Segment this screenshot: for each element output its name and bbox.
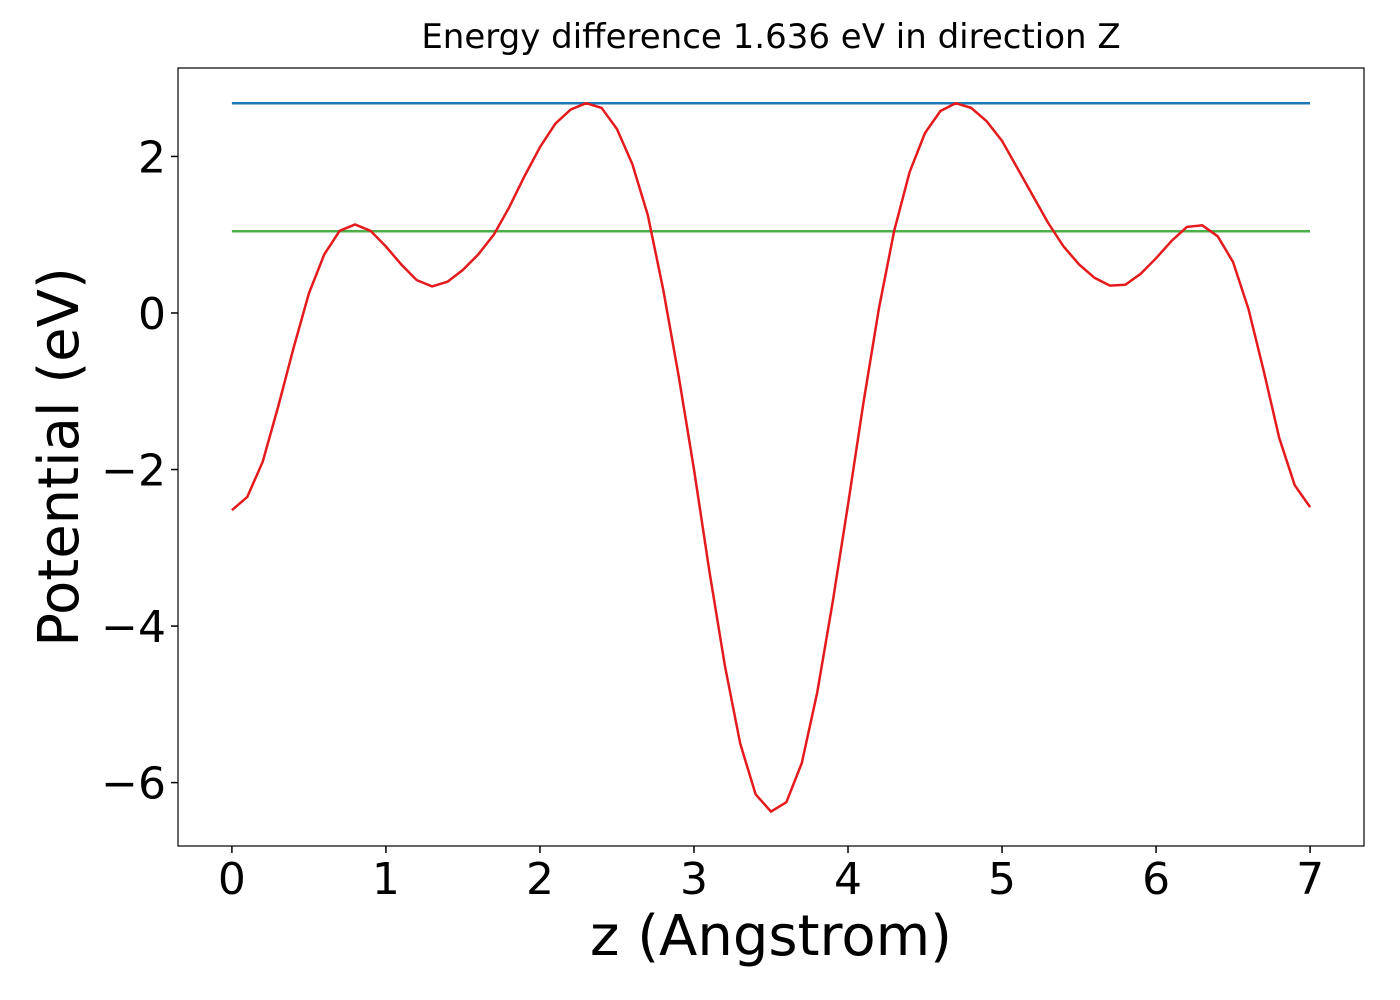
x-tick-label: 1: [372, 854, 400, 905]
y-tick-label: −2: [101, 446, 166, 497]
x-tick-label: 3: [680, 854, 708, 905]
y-tick-label: −6: [101, 759, 166, 810]
chart-title: Energy difference 1.636 eV in direction …: [421, 17, 1120, 57]
x-tick-label: 2: [526, 854, 554, 905]
x-tick-label: 7: [1296, 854, 1324, 905]
x-tick-label: 5: [988, 854, 1016, 905]
line-series: [231, 101, 1312, 814]
y-tick-label: 2: [138, 132, 166, 183]
x-axis-label: z (Angstrom): [590, 904, 952, 969]
y-axis-label: Potential (eV): [27, 267, 92, 647]
x-tick-label: 4: [834, 854, 862, 905]
y-tick-label: 0: [138, 289, 166, 340]
x-tick-label: 0: [218, 854, 246, 905]
plot-frame: [177, 67, 1365, 847]
x-tick-label: 6: [1142, 854, 1170, 905]
y-tick-label: −4: [101, 602, 166, 653]
